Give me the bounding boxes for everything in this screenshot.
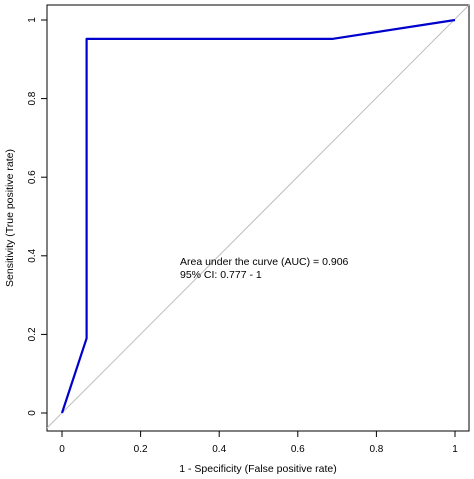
y-tick-label: 0.2 <box>27 327 38 341</box>
x-tick-label: 0.8 <box>369 444 383 455</box>
reference-diagonal-line <box>46 4 470 429</box>
auc-annotation: Area under the curve (AUC) = 0.906 <box>180 256 349 268</box>
y-axis: 0 0.2 0.4 0.6 0.8 1 <box>27 17 47 416</box>
x-tick-label: 0 <box>59 444 65 455</box>
y-tick-label: 0.4 <box>27 248 38 262</box>
x-axis: 0 0.2 0.4 0.6 0.8 1 <box>59 431 458 455</box>
y-tick-label: 0 <box>27 410 38 416</box>
y-axis-label: Sensitivity (True positive rate) <box>4 149 16 287</box>
x-tick-label: 1 <box>452 444 458 455</box>
plot-box <box>46 4 470 432</box>
x-tick-label: 0.4 <box>212 444 226 455</box>
roc-curve-line <box>60 18 456 414</box>
x-tick-label: 0.2 <box>134 444 148 455</box>
y-tick-label: 0.8 <box>27 91 38 105</box>
y-tick-label: 1 <box>27 17 38 23</box>
x-axis-label: 1 - Specificity (False positive rate) <box>179 463 337 475</box>
x-tick-label: 0.6 <box>291 444 305 455</box>
ci-annotation: 95% CI: 0.777 - 1 <box>180 269 262 281</box>
y-tick-label: 0.6 <box>27 170 38 184</box>
